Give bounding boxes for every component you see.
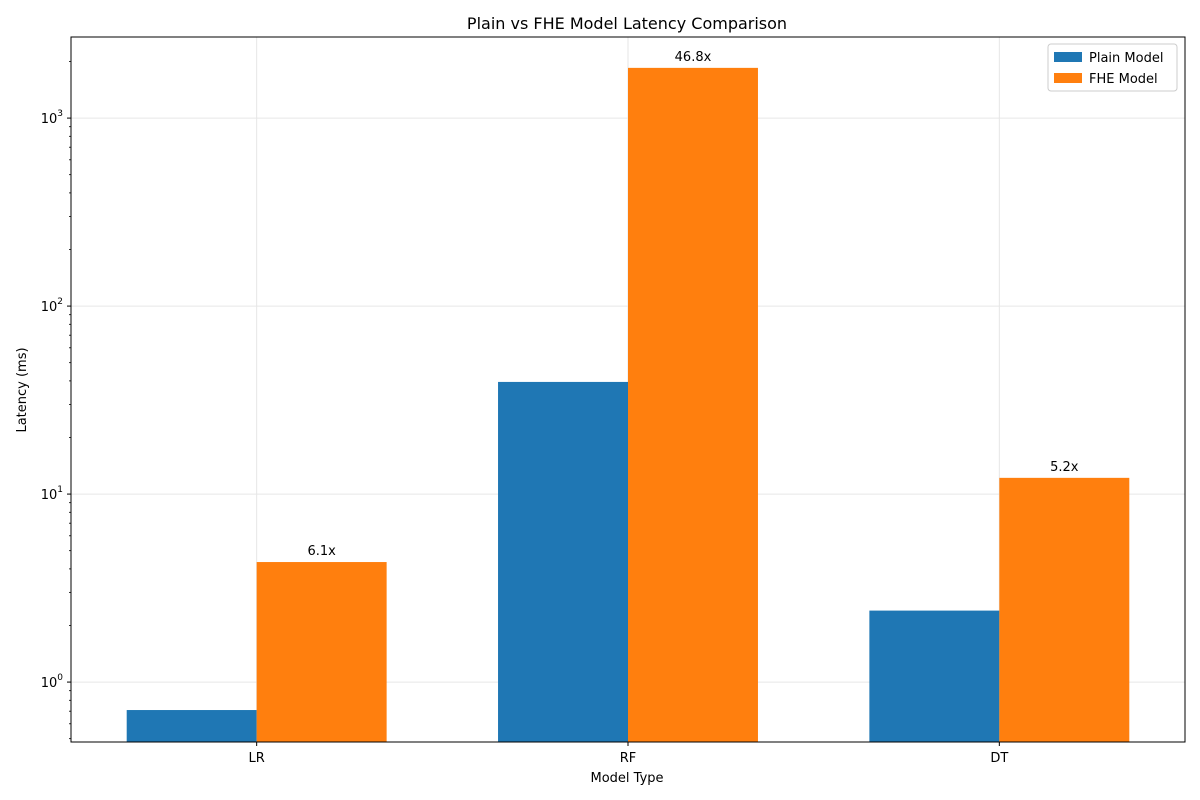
y-tick-label-exponent: 0 xyxy=(57,673,63,683)
bar-plain-model xyxy=(869,610,1000,742)
bars-layer xyxy=(126,67,1130,743)
y-tick-label-exponent: 3 xyxy=(57,109,63,119)
bar-plain-model xyxy=(126,710,257,742)
bar-ratio-label: 6.1x xyxy=(307,544,336,559)
y-tick-label: 102 xyxy=(41,297,63,315)
y-axis-label: Latency (ms) xyxy=(15,347,30,432)
y-tick-label-base: 10 xyxy=(41,676,58,691)
chart-title: Plain vs FHE Model Latency Comparison xyxy=(467,14,787,33)
legend-label: Plain Model xyxy=(1089,51,1163,66)
y-tick-label: 103 xyxy=(41,109,63,127)
x-tick-label: DT xyxy=(990,751,1008,766)
legend-label: FHE Model xyxy=(1089,72,1158,87)
y-tick-label-exponent: 2 xyxy=(57,297,63,307)
bar-plain-model xyxy=(498,381,628,742)
y-tick-label: 101 xyxy=(41,485,63,503)
x-axis: LR RF DT xyxy=(249,742,1008,766)
bar-ratio-label: 5.2x xyxy=(1050,460,1079,475)
y-tick-label-base: 10 xyxy=(41,300,58,315)
y-tick-label-base: 10 xyxy=(41,488,58,503)
legend-swatch xyxy=(1054,52,1082,62)
legend: Plain Model FHE Model xyxy=(1047,43,1178,92)
x-tick-label: LR xyxy=(249,751,265,766)
bar-fhe-model xyxy=(999,477,1130,742)
y-tick-label: 100 xyxy=(41,673,64,691)
bar-fhe-model xyxy=(256,562,387,742)
y-tick-label-exponent: 1 xyxy=(57,485,63,495)
bar-fhe-model xyxy=(628,67,758,743)
legend-swatch xyxy=(1054,73,1082,83)
x-tick-label: RF xyxy=(620,751,637,766)
x-axis-label: Model Type xyxy=(590,771,663,786)
bar-ratio-label: 46.8x xyxy=(675,50,712,65)
y-tick-label-base: 10 xyxy=(41,112,58,127)
bar-labels-layer: 6.1x 46.8x 5.2x xyxy=(307,50,1078,559)
